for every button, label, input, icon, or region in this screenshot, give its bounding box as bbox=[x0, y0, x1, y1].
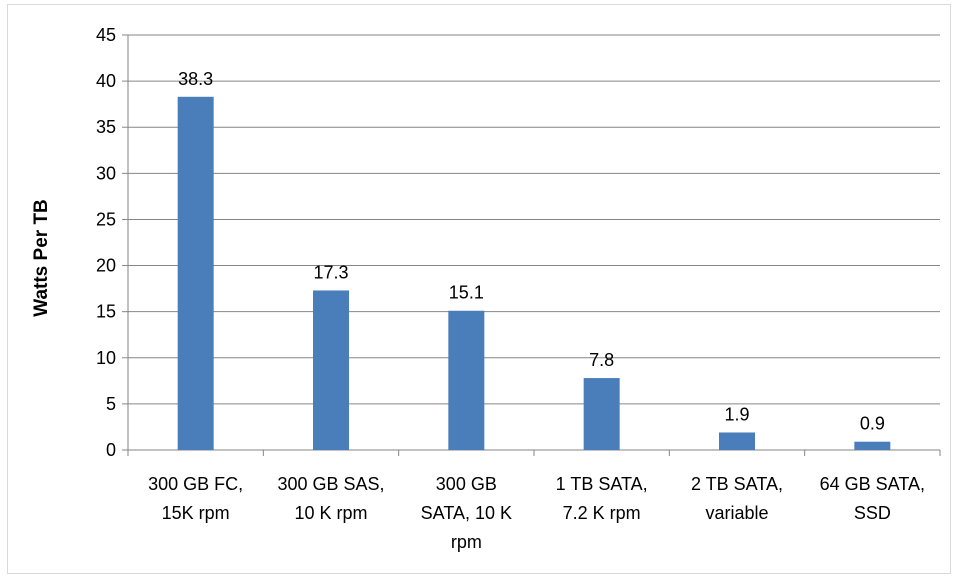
y-tick-label: 25 bbox=[96, 209, 116, 229]
chart-frame bbox=[7, 4, 951, 574]
y-axis-title: Watts Per TB bbox=[31, 199, 52, 317]
y-tick-label: 15 bbox=[96, 302, 116, 322]
x-category-label-line: 15K rpm bbox=[162, 503, 230, 523]
x-category-label-line: 2 TB SATA, bbox=[691, 474, 783, 494]
data-label: 1.9 bbox=[724, 404, 749, 424]
x-category-label-line: 7.2 K rpm bbox=[563, 503, 641, 523]
x-category-label-line: 10 K rpm bbox=[294, 503, 367, 523]
bar bbox=[854, 441, 891, 450]
y-tick-label: 35 bbox=[96, 117, 116, 137]
bar bbox=[313, 290, 349, 450]
x-category-label-line: SATA, 10 K bbox=[421, 503, 512, 523]
x-category-label: 300 GB SAS, 10 K rpm bbox=[277, 474, 384, 523]
bar bbox=[177, 96, 214, 451]
data-label: 38.3 bbox=[178, 69, 213, 89]
x-category-label-line: SSD bbox=[854, 503, 891, 523]
y-tick-label: 0 bbox=[106, 440, 116, 460]
x-category-label: 300 GB SATA, 10 K rpm bbox=[421, 474, 512, 552]
y-tick-label: 45 bbox=[96, 25, 116, 45]
data-label: 0.9 bbox=[860, 414, 885, 434]
x-category-label-line: 300 GB FC, bbox=[148, 474, 243, 494]
labels: 0 5 10 15 20 25 30 35 40 45 38.3 300 GB FC, 15K rpm 1… bbox=[96, 25, 925, 552]
axes bbox=[122, 34, 941, 456]
data-label: 7.8 bbox=[589, 350, 614, 370]
y-tick-label: 10 bbox=[96, 348, 116, 368]
bar bbox=[448, 310, 485, 450]
x-category-label-line: 1 TB SATA, bbox=[556, 474, 648, 494]
x-category-label-line: 300 GB bbox=[436, 474, 497, 494]
x-category-label-line: 64 GB SATA, bbox=[820, 474, 925, 494]
y-tick-label: 20 bbox=[96, 256, 116, 276]
x-category-label: 2 TB SATA, variable bbox=[691, 474, 783, 523]
bar bbox=[583, 378, 620, 450]
bars bbox=[177, 96, 891, 451]
y-tick-label: 5 bbox=[106, 394, 116, 414]
gridlines bbox=[128, 34, 940, 405]
x-category-label-line: 300 GB SAS, bbox=[277, 474, 384, 494]
x-category-label-line: rpm bbox=[451, 532, 482, 552]
x-category-label: 1 TB SATA, 7.2 K rpm bbox=[556, 474, 648, 523]
data-label: 15.1 bbox=[449, 283, 484, 303]
x-category-label: 64 GB SATA, SSD bbox=[820, 474, 925, 523]
y-tick-label: 40 bbox=[96, 71, 116, 91]
x-category-label-line: variable bbox=[705, 503, 768, 523]
y-tick-label: 30 bbox=[96, 163, 116, 183]
data-label: 17.3 bbox=[313, 262, 348, 282]
bar bbox=[719, 432, 755, 450]
x-category-label: 300 GB FC, 15K rpm bbox=[148, 474, 243, 523]
